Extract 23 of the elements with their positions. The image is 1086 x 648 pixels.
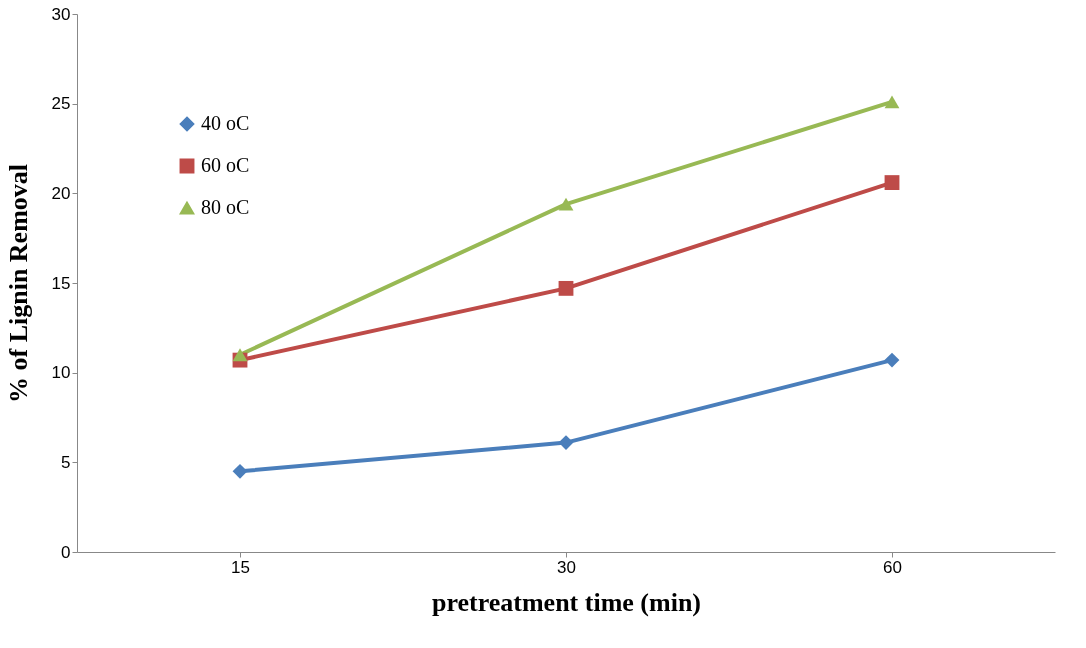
x-tick-label: 60 [883,557,902,577]
y-tick-label: 30 [51,4,71,24]
legend-label: 40 oC [201,112,250,134]
y-tick-label: 25 [51,94,71,114]
point [232,463,248,479]
y-tick-label: 15 [51,273,71,293]
x-axis-title: pretreatment time (min) [431,587,702,617]
legend-label: 60 oC [201,154,250,176]
x-tick-label: 15 [231,557,250,577]
point [884,352,900,368]
y-tick-label: 10 [51,363,71,383]
y-axis-title: % of Lignin Removal [3,163,33,404]
point [558,435,574,451]
legend-label: 80 oC [201,196,250,218]
point [884,95,900,109]
point [558,197,574,211]
y-tick-label: 0 [61,542,71,562]
point [232,348,248,362]
y-tick-label: 20 [51,183,71,203]
point [884,175,900,190]
x-tick-label: 30 [557,557,576,577]
point [558,280,574,296]
y-tick-label: 5 [61,452,71,472]
